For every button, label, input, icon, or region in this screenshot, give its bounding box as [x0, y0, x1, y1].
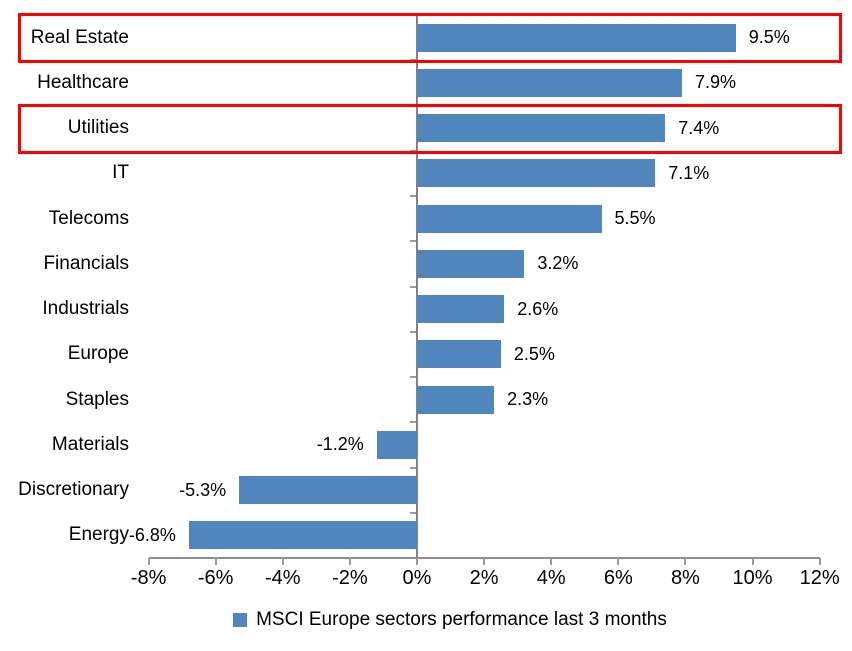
x-tick-label--2-: -2%: [332, 567, 368, 589]
x-tick-label--6-: -6%: [197, 567, 234, 589]
bar-industrials: [417, 295, 505, 324]
value-label-discretionary: -5.3%: [179, 479, 227, 500]
x-tick-label-10-: 10%: [732, 567, 773, 589]
bar-real-estate: [417, 23, 736, 52]
category-label-discretionary: Discretionary: [18, 479, 129, 501]
value-tick: [147, 558, 150, 565]
category-tick: [410, 285, 416, 288]
bar-materials: [376, 430, 417, 459]
value-label-it: 7.1%: [668, 162, 710, 183]
category-tick: [410, 195, 416, 197]
value-label-utilities: 7.4%: [678, 117, 720, 138]
category-tick: [410, 330, 416, 333]
category-tick: [410, 149, 416, 152]
category-tick: [410, 421, 416, 424]
category-tick: [410, 104, 416, 107]
value-label-healthcare: 7.9%: [695, 72, 737, 93]
category-tick: [410, 376, 416, 378]
x-tick-label-2-: 2%: [469, 567, 499, 589]
category-label-real-estate: Real Estate: [30, 26, 129, 48]
bar-europe: [417, 340, 501, 369]
bar-telecoms: [417, 204, 602, 233]
value-tick: [550, 558, 553, 565]
category-axis: [416, 15, 418, 565]
x-tick-label--8-: -8%: [130, 567, 167, 589]
category-tick: [410, 240, 416, 243]
value-label-telecoms: 5.5%: [614, 208, 656, 229]
x-tick-label-8-: 8%: [670, 567, 700, 589]
value-label-staples: 2.3%: [507, 389, 549, 410]
value-tick: [818, 558, 821, 565]
x-tick-label-0-: 0%: [402, 567, 432, 589]
value-tick: [281, 558, 284, 565]
bar-discretionary: [239, 476, 417, 505]
bar-healthcare: [417, 68, 683, 97]
value-tick: [483, 558, 486, 565]
value-tick: [751, 558, 754, 565]
category-label-healthcare: Healthcare: [37, 71, 129, 93]
bar-it: [417, 159, 656, 188]
bar-financials: [417, 249, 525, 278]
value-tick: [214, 558, 217, 565]
value-label-materials: -1.2%: [316, 434, 364, 455]
category-label-telecoms: Telecoms: [48, 207, 129, 229]
category-tick: [410, 466, 416, 469]
category-label-energy: Energy: [68, 524, 129, 546]
x-tick-label--4-: -4%: [265, 567, 301, 589]
category-tick: [410, 511, 416, 514]
value-tick: [684, 558, 687, 565]
category-label-it: IT: [112, 162, 129, 184]
category-tick: [410, 59, 416, 62]
category-label-utilities: Utilities: [67, 117, 129, 139]
value-label-europe: 2.5%: [513, 343, 555, 364]
value-tick: [617, 558, 620, 565]
value-label-real-estate: 9.5%: [748, 27, 790, 48]
category-tick: [410, 14, 416, 16]
value-label-energy: -6.8%: [128, 524, 176, 545]
category-label-industrials: Industrials: [42, 298, 129, 320]
category-label-europe: Europe: [67, 343, 129, 365]
legend: MSCI Europe sectors performance last 3 m…: [0, 604, 852, 636]
category-label-financials: Financials: [43, 252, 129, 274]
value-label-industrials: 2.6%: [517, 298, 559, 319]
x-tick-label-6-: 6%: [603, 567, 633, 589]
bar-utilities: [417, 114, 666, 143]
bar-staples: [417, 385, 495, 414]
value-tick: [348, 558, 351, 565]
value-label-financials: 3.2%: [537, 253, 579, 274]
value-tick: [416, 558, 418, 565]
category-label-materials: Materials: [51, 433, 129, 455]
x-tick-label-4-: 4%: [536, 567, 566, 589]
legend-swatch-icon: [233, 613, 248, 627]
category-label-staples: Staples: [65, 388, 129, 410]
legend-label: MSCI Europe sectors performance last 3 m…: [256, 609, 667, 630]
bar-energy: [188, 521, 417, 550]
x-tick-label-12-: 12%: [799, 567, 840, 589]
